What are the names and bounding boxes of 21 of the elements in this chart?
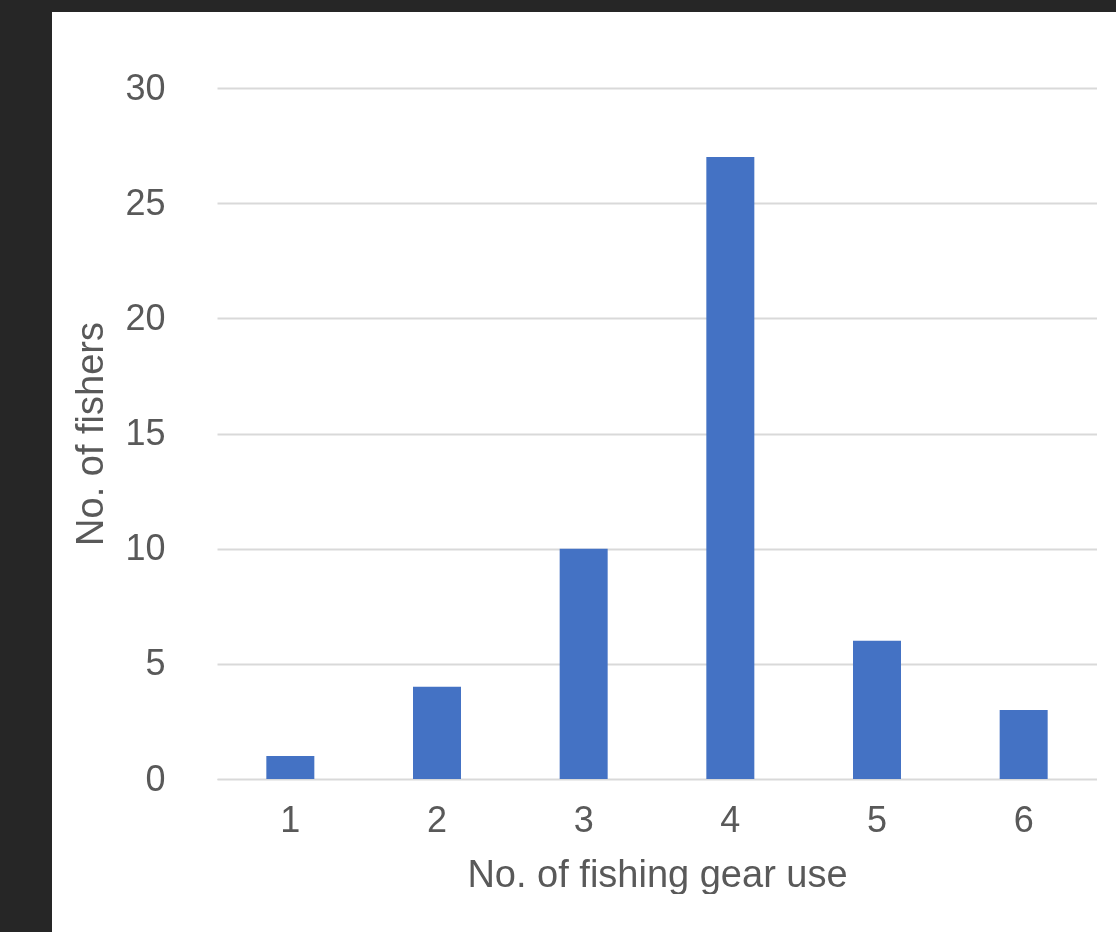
y-tick-label: 30 bbox=[125, 66, 166, 108]
y-tick-label: 25 bbox=[125, 181, 166, 223]
y-tick-label: 15 bbox=[125, 412, 166, 453]
x-tick-label: 2 bbox=[426, 798, 448, 840]
x-tick-label: 4 bbox=[720, 798, 741, 840]
bar bbox=[266, 755, 315, 779]
bar bbox=[853, 640, 901, 779]
y-tick-label: 5 bbox=[145, 642, 166, 684]
y-tick-label: 20 bbox=[125, 296, 166, 338]
bar bbox=[413, 686, 461, 779]
x-tick-label: 6 bbox=[1013, 798, 1034, 840]
y-axis-title: No. of fishers bbox=[69, 322, 112, 546]
bar bbox=[559, 548, 608, 779]
bar bbox=[706, 157, 755, 779]
bar bbox=[999, 709, 1048, 779]
x-tick-label: 1 bbox=[280, 798, 301, 840]
x-axis-title: No. of fishing gear use bbox=[467, 852, 848, 895]
x-tick-label: 3 bbox=[573, 798, 594, 840]
y-tick-label: 0 bbox=[145, 757, 166, 799]
y-tick-label: 10 bbox=[125, 527, 166, 569]
x-tick-label: 5 bbox=[866, 798, 888, 840]
